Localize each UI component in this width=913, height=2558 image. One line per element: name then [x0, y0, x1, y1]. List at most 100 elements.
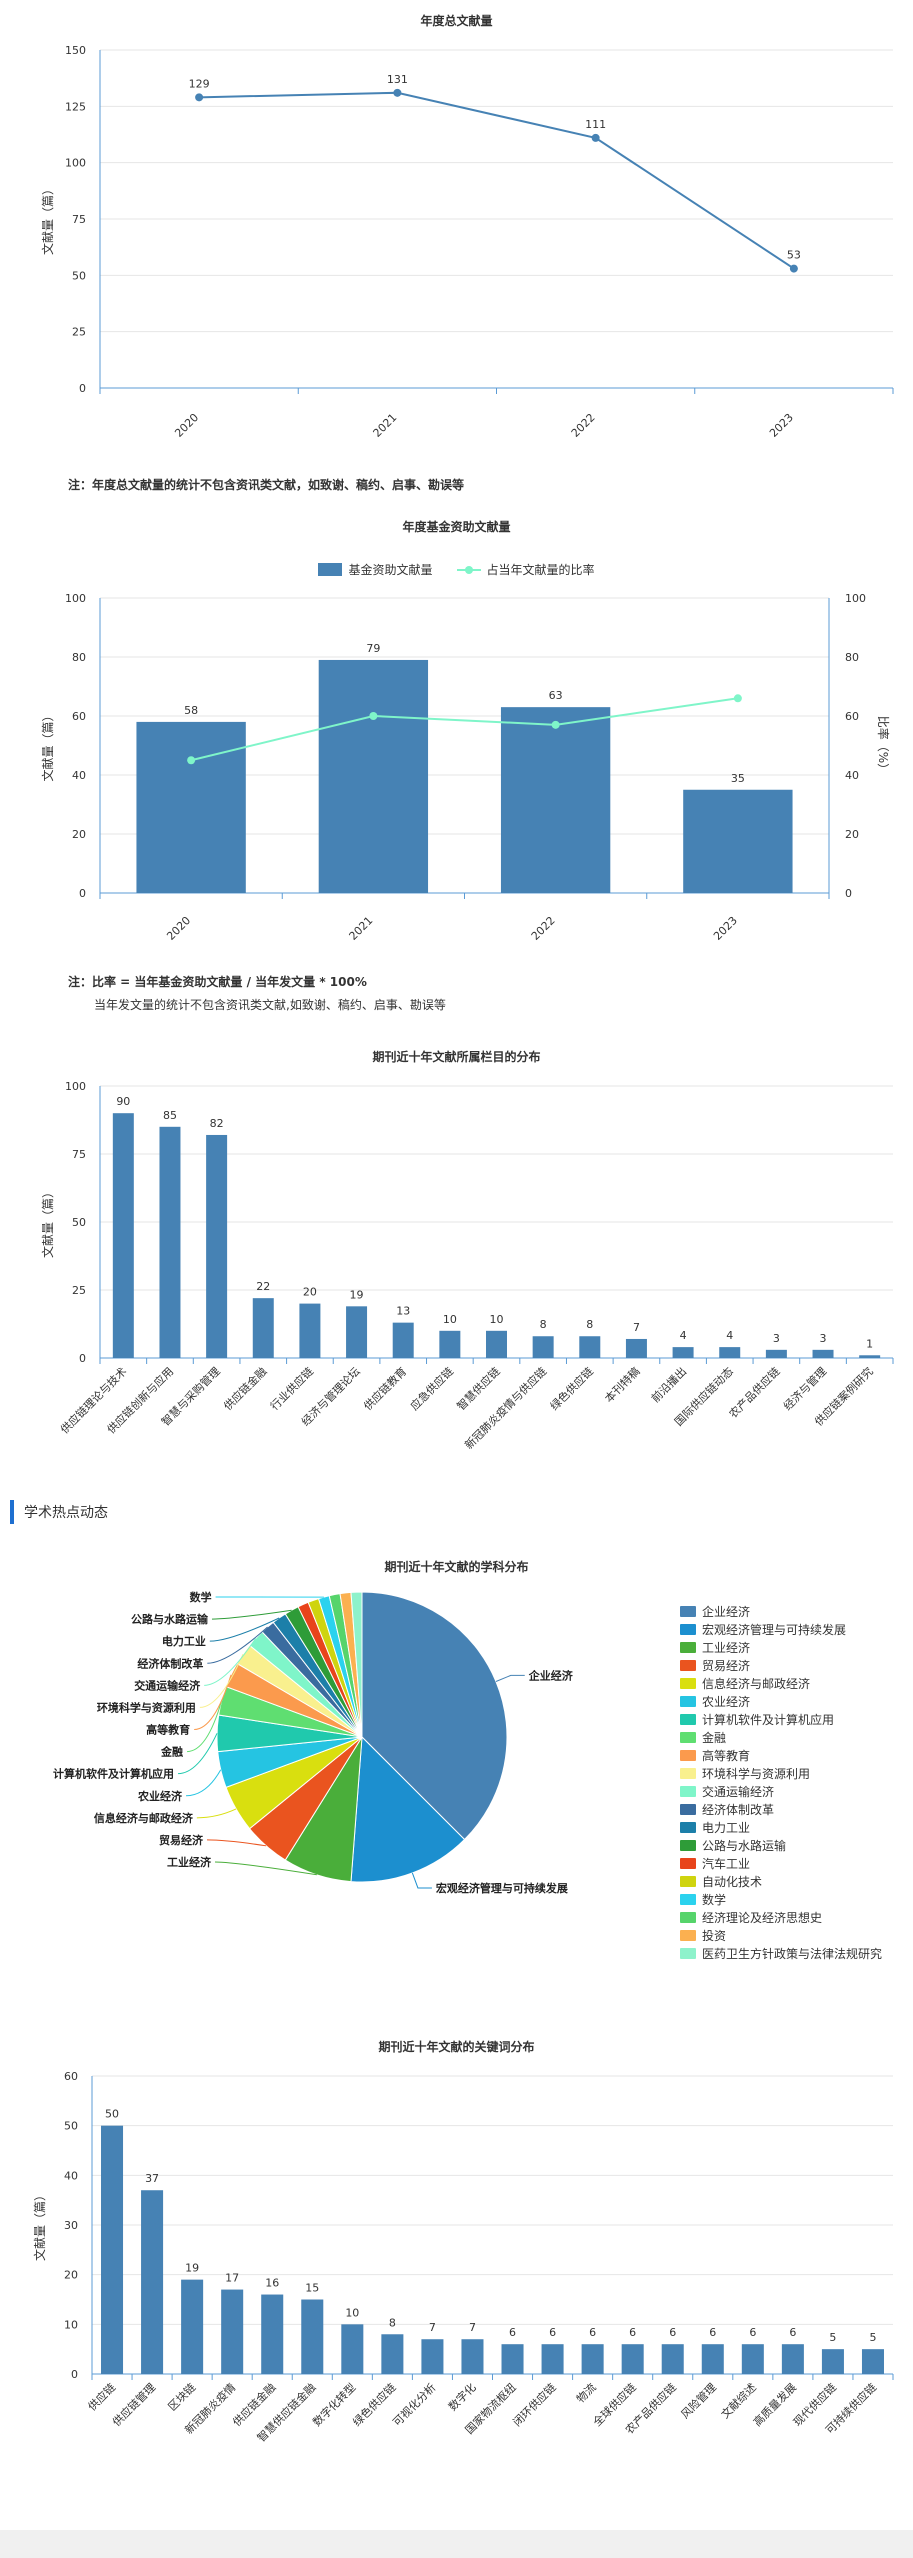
pie-legend-swatch	[680, 1713, 696, 1725]
pie-legend-item[interactable]: 金融	[680, 1728, 882, 1746]
pie-legend-item[interactable]: 企业经济	[680, 1602, 882, 1620]
y-tick-label: 0	[79, 1352, 86, 1365]
x-tick-label: 区块链	[165, 2380, 198, 2413]
fund-chart-title: 年度基金资助文献量	[402, 520, 511, 534]
bar-value-label: 5	[829, 2331, 836, 2344]
pie-legend-item[interactable]: 经济理论及经济思想史	[680, 1908, 882, 1926]
y-tick-label: 125	[65, 100, 86, 113]
y2-tick-label: 0	[845, 887, 852, 900]
bar-value-label: 6	[549, 2326, 556, 2339]
x-tick-label: 文献综述	[718, 2380, 759, 2421]
pie-legend-item[interactable]: 医药卫生方针政策与法律法规研究	[680, 1944, 882, 1962]
pie-legend-item[interactable]: 信息经济与邮政经济	[680, 1674, 882, 1692]
bar	[112, 1113, 134, 1358]
series-line	[199, 91, 795, 270]
leader-line	[204, 1638, 257, 1686]
x-tick-label: 2022	[569, 411, 598, 440]
pie-label: 金融	[160, 1745, 183, 1759]
y-tick-label: 25	[72, 1284, 86, 1297]
y2-tick-label: 20	[845, 828, 859, 841]
pie-legend-item[interactable]: 计算机软件及计算机应用	[680, 1710, 882, 1728]
x-tick-label: 供应链教育	[361, 1364, 410, 1413]
pie-legend-item[interactable]: 高等教育	[680, 1746, 882, 1764]
fund-note-1: 注：比率 = 当年基金资助文献量 / 当年发文量 * 100%	[68, 975, 367, 989]
ratio-point	[551, 720, 560, 729]
pie-legend-item[interactable]: 电力工业	[680, 1818, 882, 1836]
pie-legend-label: 计算机软件及计算机应用	[702, 1712, 835, 1727]
pie-legend-label: 自动化技术	[702, 1874, 763, 1889]
pie-legend-item[interactable]: 自动化技术	[680, 1872, 882, 1890]
bar	[859, 1355, 881, 1358]
bar	[461, 2339, 484, 2374]
legend-item-line[interactable]: 占当年文献量的比率	[456, 561, 595, 578]
pie-legend-label: 数学	[702, 1892, 727, 1907]
x-tick-label: 前沿播出	[648, 1364, 689, 1405]
pie-legend-label: 环境科学与资源利用	[702, 1766, 811, 1781]
fund-bar-chart: 0 20 40 60 80 100 文献量（篇） 0 20 40 60 80 100 比率（%） 58 79 6…	[40, 592, 891, 943]
bar	[541, 2344, 564, 2374]
pie-legend-item[interactable]: 公路与水路运输	[680, 1836, 882, 1854]
bar-value-label: 13	[396, 1305, 410, 1318]
bar-value-label: 4	[726, 1329, 733, 1342]
bar-value-label: 10	[490, 1313, 504, 1326]
bar	[765, 1349, 787, 1358]
pie-label: 数学	[190, 1590, 212, 1604]
line-chart-note: 注：年度总文献量的统计不包含资讯类文献，如致谢、稿约、启事、勘误等	[68, 478, 465, 492]
fund-bar	[318, 659, 429, 893]
leader-line	[211, 1609, 292, 1620]
x-tick-label: 经济与管理	[780, 1364, 829, 1413]
bar	[381, 2334, 404, 2374]
legend-bar-label: 基金资助文献量	[348, 563, 433, 577]
pie-legend-item[interactable]: 汽车工业	[680, 1854, 882, 1872]
pie-legend-swatch	[680, 1659, 696, 1671]
pie-legend-item[interactable]: 宏观经济管理与可持续发展	[680, 1620, 882, 1638]
bar	[141, 2190, 164, 2374]
bar	[221, 2289, 244, 2374]
y-tick-label: 100	[65, 157, 86, 170]
pie-legend-item[interactable]: 农业经济	[680, 1692, 882, 1710]
bottom-strip	[0, 2530, 913, 2558]
pie-legend: 企业经济宏观经济管理与可持续发展 工业经济 贸易经济信息经济与邮政经济 农业经济计算机…	[680, 1602, 882, 1962]
bar-value-label: 37	[145, 2172, 159, 2185]
x-tick-label: 2020	[164, 914, 193, 943]
pie-legend-item[interactable]: 经济体制改革	[680, 1800, 882, 1818]
pie-legend-label: 企业经济	[702, 1604, 751, 1619]
legend-item-bar[interactable]: 基金资助文献量	[318, 561, 433, 578]
bar-value-label: 17	[225, 2272, 239, 2285]
pie-legend-item[interactable]: 投资	[680, 1926, 882, 1944]
bar	[181, 2279, 204, 2374]
pie-legend-swatch	[680, 1677, 696, 1689]
bar-value-label: 6	[709, 2326, 716, 2339]
pie-legend-label: 金融	[702, 1730, 727, 1745]
bar	[672, 1347, 694, 1358]
pie-legend-label: 工业经济	[702, 1640, 751, 1655]
annual-total-line-chart: 0 25 50 75 100 125 150 文献量（篇） 2020 2021 2022 2023 12…	[40, 44, 894, 440]
y-tick-label: 60	[72, 710, 86, 723]
pie-legend-item[interactable]: 环境科学与资源利用	[680, 1764, 882, 1782]
ratio-point	[369, 712, 378, 720]
pie-label: 交通运输经济	[134, 1678, 201, 1692]
pie-legend-item[interactable]: 数学	[680, 1890, 882, 1908]
pie-legend-swatch	[680, 1785, 696, 1797]
pie-legend-item[interactable]: 交通运输经济	[680, 1782, 882, 1800]
bar	[861, 2349, 884, 2374]
pie-legend-swatch	[680, 1929, 696, 1941]
y-tick-label: 50	[72, 269, 86, 282]
section-title: 学术热点动态	[24, 1505, 108, 1521]
pie-legend-item[interactable]: 工业经济	[680, 1638, 882, 1656]
pie-legend-label: 信息经济与邮政经济	[702, 1676, 811, 1691]
ratio-point	[733, 694, 742, 703]
data-point	[789, 264, 798, 273]
pie-legend-item[interactable]: 贸易经济	[680, 1656, 882, 1674]
x-tick-label: 数字化	[445, 2380, 478, 2413]
bar	[719, 1347, 741, 1358]
bar-value-label: 7	[469, 2321, 476, 2334]
x-tick-label: 供应链金融	[221, 1364, 270, 1413]
bar-value-label: 10	[345, 2306, 359, 2319]
pie-label: 企业经济	[528, 1668, 574, 1682]
pie-legend-swatch	[680, 1911, 696, 1923]
pie-slice	[350, 1735, 466, 1883]
pie-label: 公路与水路运输	[131, 1612, 209, 1626]
pie-legend-label: 宏观经济管理与可持续发展	[702, 1622, 847, 1637]
bar-value-label: 5	[869, 2331, 876, 2344]
